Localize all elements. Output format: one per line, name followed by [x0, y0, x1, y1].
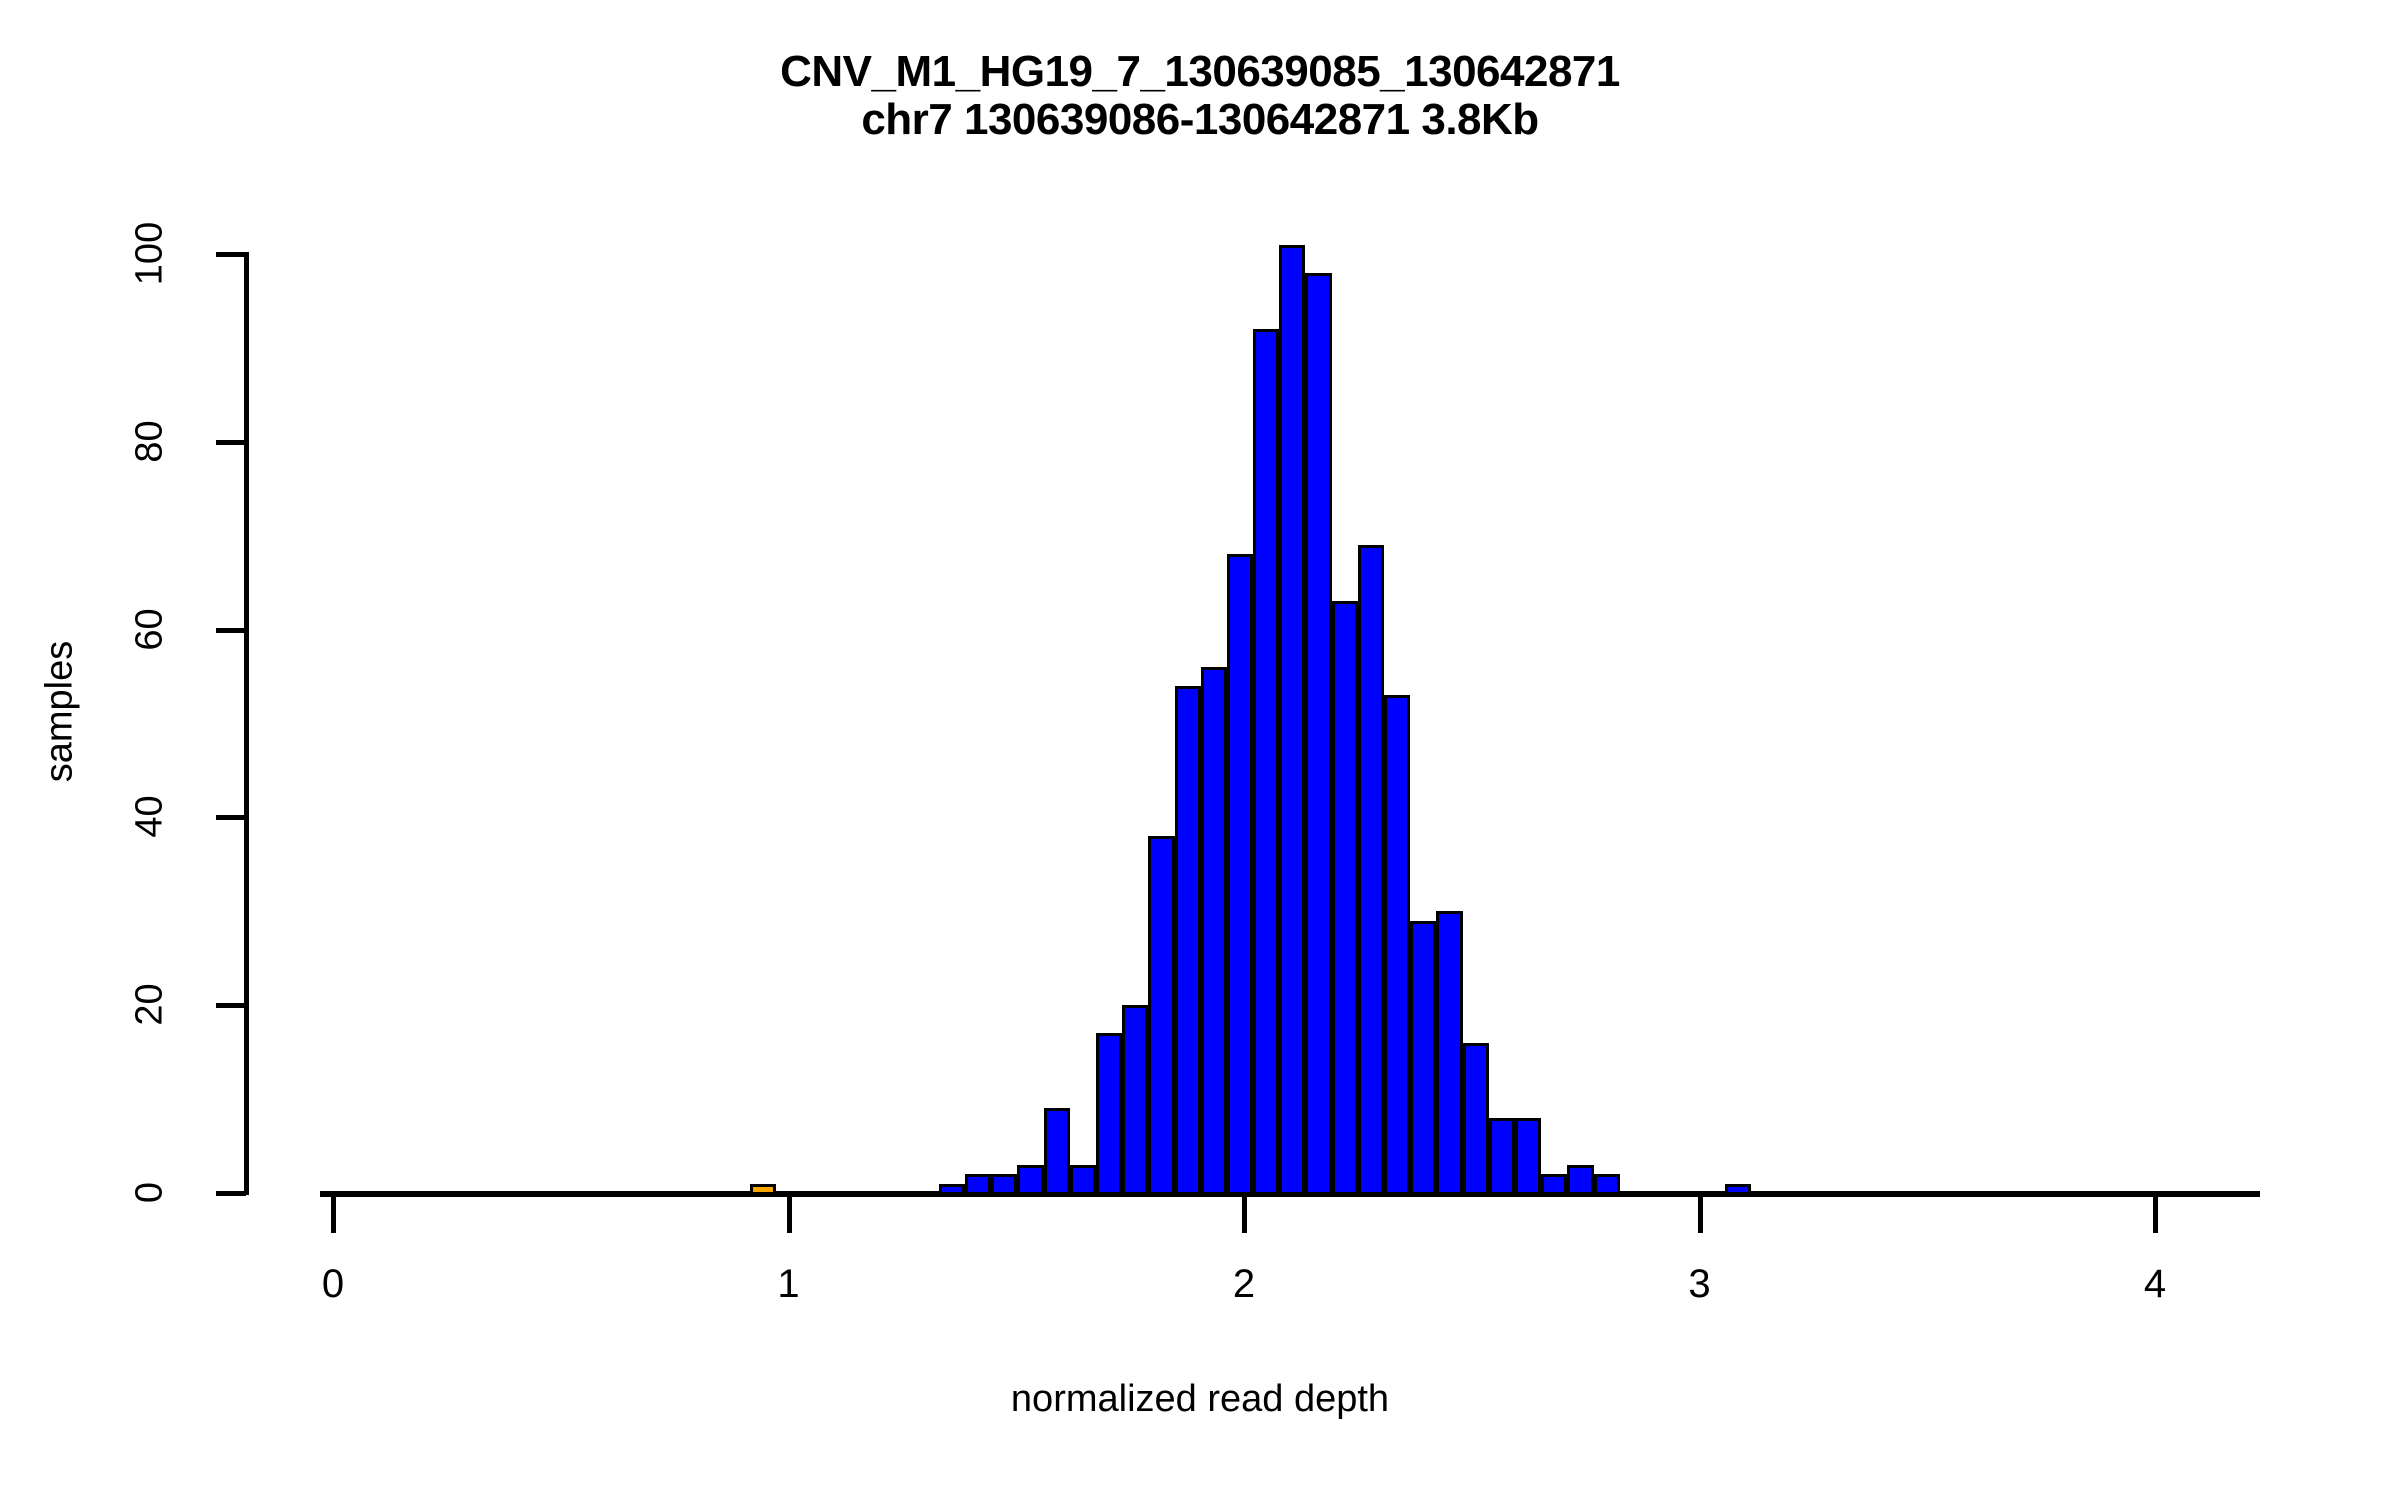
histogram-bar: [1200, 667, 1227, 1195]
chart-title: CNV_M1_HG19_7_130639085_130642871 chr7 1…: [0, 48, 2400, 143]
x-axis-tick-label: 3: [1688, 1262, 1711, 1306]
histogram-bar: [1279, 244, 1306, 1195]
y-axis-tick: [216, 1003, 246, 1009]
histogram-bar: [1384, 695, 1411, 1195]
histogram-bar: [1331, 601, 1358, 1195]
x-axis-tick-label: 1: [777, 1262, 800, 1306]
histogram-bar: [938, 1183, 965, 1195]
x-axis-tick-label: 0: [321, 1262, 345, 1306]
histogram-bar: [1305, 272, 1332, 1195]
histogram-bar: [1226, 554, 1254, 1195]
y-axis-line: [244, 252, 249, 1195]
x-axis-tick: [1242, 1197, 1247, 1233]
histogram-bar: [1148, 836, 1175, 1195]
histogram-bar: [749, 1183, 776, 1195]
x-axis-tick-label: 4: [2143, 1262, 2167, 1306]
histogram-bar: [965, 1174, 992, 1195]
histogram-bar: [1095, 1033, 1123, 1195]
histogram-bar: [1122, 1005, 1149, 1195]
histogram-bar: [1069, 1164, 1096, 1195]
histogram-bar: [1043, 1108, 1070, 1195]
histogram-bar: [1253, 329, 1280, 1195]
y-axis-tick: [216, 252, 246, 257]
x-axis-label: normalized read depth: [1010, 1378, 1390, 1420]
chart-title-line-1: CNV_M1_HG19_7_130639085_130642871: [780, 47, 1620, 96]
histogram-bar: [1410, 920, 1437, 1195]
histogram-bar: [1724, 1183, 1751, 1195]
y-axis-label: samples: [38, 640, 81, 783]
histogram-bar: [991, 1174, 1018, 1195]
histogram-bar: [1515, 1117, 1542, 1195]
histogram-bar: [1593, 1174, 1620, 1195]
x-axis-tick: [786, 1197, 792, 1233]
chart-title-line-2: chr7 130639086-130642871 3.8Kb: [861, 94, 1539, 144]
histogram-bar: [1017, 1164, 1044, 1195]
x-axis-tick-label: 2: [1232, 1262, 1256, 1306]
y-axis-tick: [216, 439, 246, 445]
histogram-bar: [1567, 1164, 1594, 1195]
histogram-bar: [1488, 1117, 1516, 1195]
y-axis-tick: [216, 815, 246, 821]
histogram-bar: [1436, 911, 1463, 1195]
x-axis-tick: [1697, 1197, 1703, 1233]
histogram-bar: [1357, 545, 1385, 1195]
y-axis-tick: [216, 627, 246, 633]
histogram-bar: [1541, 1174, 1568, 1195]
x-axis-tick: [331, 1197, 336, 1233]
histogram-bar: [1174, 685, 1201, 1195]
y-axis-tick: [216, 1191, 246, 1196]
histogram-bar: [1462, 1042, 1489, 1195]
x-axis-tick: [2153, 1197, 2158, 1233]
